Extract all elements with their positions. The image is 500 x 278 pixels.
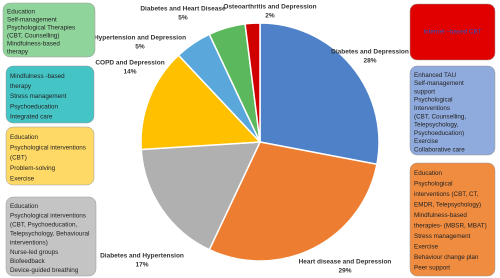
annotation-box	[5, 196, 97, 277]
annotation-text: (CBT, Counselling)	[7, 33, 60, 40]
annotation-text: therapy	[7, 49, 29, 56]
annotation-text: Telepsychology, Behavioural	[10, 231, 89, 238]
annotation-box	[409, 162, 496, 277]
annotation-text: therapies- (MBSR, MBAT)	[414, 222, 487, 229]
slice-label: Diabetes and Heart Disease	[140, 6, 226, 13]
annotation-text: Telepsychology,	[414, 122, 459, 129]
annotation-text: Exercise	[414, 138, 439, 145]
annotation-text: Peer support	[414, 264, 450, 271]
annotation-text: Psychological interventions	[10, 144, 86, 151]
annotation-box	[5, 65, 95, 124]
annotation-box	[409, 3, 496, 61]
slice-label: Osteoarthritis and Depression	[223, 4, 316, 11]
annotation-text: Behaviour change plan	[414, 254, 479, 261]
slice	[259, 22, 380, 166]
annotation-text: Nurse-led groups	[10, 249, 58, 256]
annotation-text: Psychological	[414, 97, 453, 104]
annotation-text: (CBT)	[10, 155, 27, 162]
annotation-text: Mindfulness -based	[10, 73, 65, 80]
annotation-text: Exercise	[414, 243, 439, 250]
slice-value: 17%	[135, 262, 148, 269]
annotation-text: Psychological	[414, 180, 453, 187]
annotation-text: Problem-solving	[10, 165, 56, 172]
annotation-text: Integrated care	[10, 114, 53, 121]
slice-value: 28%	[363, 58, 376, 65]
slice-label: Diabetes and Depression	[331, 49, 409, 56]
slice-value: 14%	[123, 69, 136, 76]
annotation-text: Internet –based CBT	[423, 29, 481, 36]
slice-value: 2%	[265, 13, 275, 20]
annotation-text: Biofeedback	[10, 258, 46, 265]
annotation-text: Collaborative care	[414, 147, 465, 154]
slice	[244, 22, 261, 143]
annotation-box	[5, 126, 95, 186]
annotation-text: therapy	[10, 83, 32, 90]
slice-value: 29%	[338, 268, 351, 275]
slice-value: 5%	[135, 44, 145, 51]
annotation-text: Stress management	[414, 233, 471, 240]
slice	[140, 141, 262, 251]
annotation-text: Education	[414, 170, 443, 177]
annotation-text: Mindfulness-based	[7, 41, 60, 48]
slice	[208, 141, 378, 262]
slice-label: Heart disease and Depression	[299, 259, 392, 266]
annotation-text: interventions (CBT, CT,	[414, 191, 479, 198]
annotation-text: Education	[7, 9, 36, 16]
annotation-text: Stress management	[10, 93, 67, 100]
annotation-box	[409, 65, 496, 156]
annotation-text: Psychological Therapies	[7, 25, 75, 32]
annotation-text: Psychological interventions	[10, 212, 86, 219]
annotation-text: Education	[10, 203, 39, 210]
annotation-text: interventions)	[10, 240, 48, 247]
slice-label: Diabetes and Hypertension	[100, 253, 184, 260]
annotation-text: Self-management	[414, 80, 464, 87]
annotation-text: Exercise	[10, 175, 35, 182]
annotation-text: Mindfulness-based	[414, 212, 467, 219]
annotation-text: EMDR, Telepsychology)	[414, 201, 481, 208]
annotation-text: support	[414, 88, 435, 95]
annotation-text: Psychoeducation)	[414, 130, 464, 137]
slice-value: 5%	[178, 15, 188, 22]
slice-label: Hypertension and Depression	[94, 35, 186, 42]
slice	[140, 54, 262, 151]
annotation-text: (CBT, Counselling,	[414, 113, 466, 120]
annotation-text: Device-guided breathing	[10, 267, 79, 274]
annotation-box	[2, 2, 96, 58]
annotation-text: Enhanced TAU	[414, 72, 457, 79]
annotation-text: (CBT, Psychoeducation,	[10, 221, 77, 228]
slice-label: COPD and Depression	[95, 60, 164, 67]
annotation-text: Education	[10, 134, 39, 141]
annotation-text: Psychoeducation	[10, 103, 58, 110]
annotation-text: Self-management	[7, 17, 57, 24]
annotation-text: Interventions	[414, 105, 450, 112]
